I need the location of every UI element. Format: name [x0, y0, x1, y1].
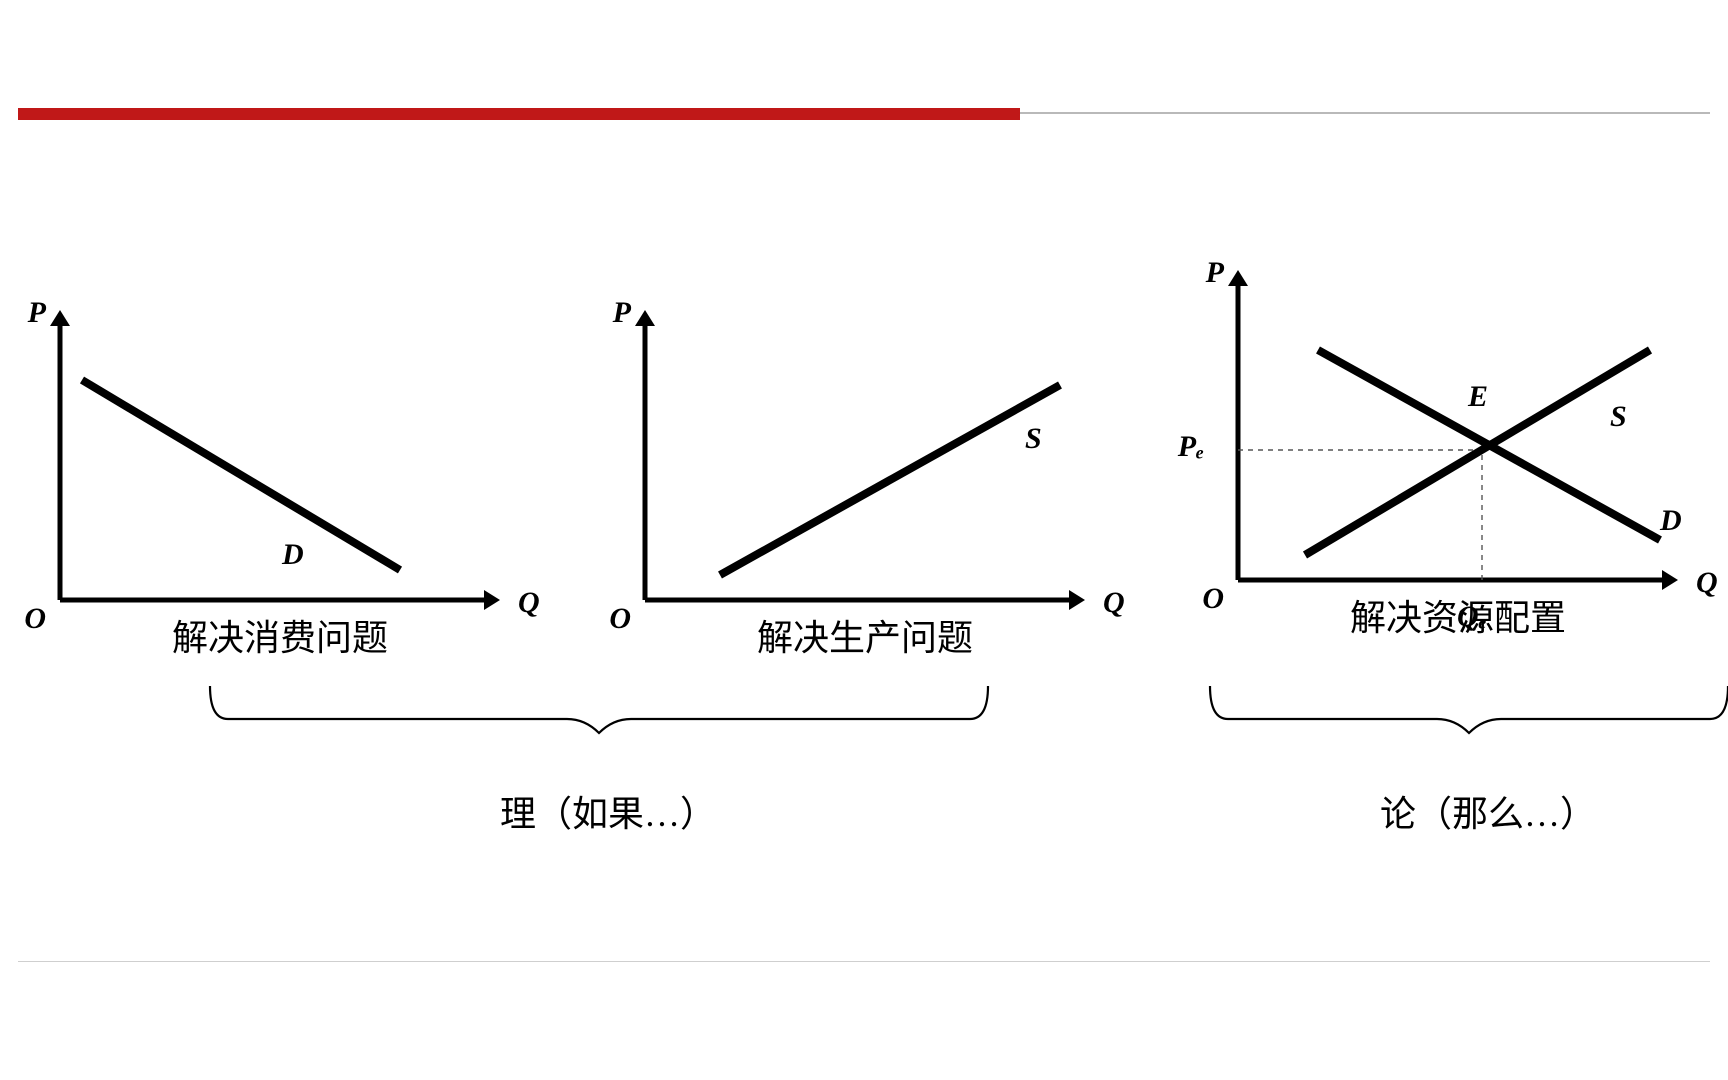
- curve-label-S: S: [1025, 422, 1042, 455]
- bracket-left-label: 理（如果…）: [500, 794, 716, 834]
- axis-label-q: Q: [1103, 586, 1125, 619]
- axis-label-q: Q: [1696, 566, 1718, 599]
- chart-supply: P Q O S 解决生产问题: [609, 296, 1124, 658]
- axis-label-p: P: [1205, 256, 1225, 289]
- chart-caption-equilibrium: 解决资源配置: [1350, 598, 1566, 638]
- axis-label-q: Q: [518, 586, 540, 619]
- bracket-left-path: [210, 686, 988, 733]
- label-Pe: Pₑ: [1177, 430, 1205, 463]
- curve-S: [720, 385, 1060, 575]
- chart-demand: P Q O D 解决消费问题: [24, 296, 539, 658]
- chart-caption-supply: 解决生产问题: [757, 618, 973, 658]
- chart-equilibrium: PQOSDEPₑQₑ解决资源配置: [1177, 256, 1718, 638]
- curve-label-S: S: [1610, 400, 1627, 433]
- curve-label-D: D: [1659, 504, 1682, 537]
- bracket-right-label: 论（那么…）: [1380, 794, 1596, 834]
- axis-label-origin: O: [609, 602, 631, 635]
- axis-label-origin: O: [1202, 582, 1224, 615]
- bracket-right: 论（那么…）: [1210, 686, 1728, 834]
- curve-label-D: D: [281, 538, 304, 571]
- axis-label-p: P: [27, 296, 47, 329]
- label-E: E: [1467, 380, 1488, 413]
- bracket-right-path: [1210, 686, 1728, 733]
- axis-label-p: P: [612, 296, 632, 329]
- axis-label-origin: O: [24, 602, 46, 635]
- diagram-canvas: PQOD解决消费问题PQOS解决生产问题PQOSDEPₑQₑ解决资源配置理（如果…: [0, 0, 1728, 1080]
- curve-D: [82, 380, 400, 570]
- bracket-left: 理（如果…）: [210, 686, 988, 834]
- chart-caption-demand: 解决消费问题: [172, 618, 388, 658]
